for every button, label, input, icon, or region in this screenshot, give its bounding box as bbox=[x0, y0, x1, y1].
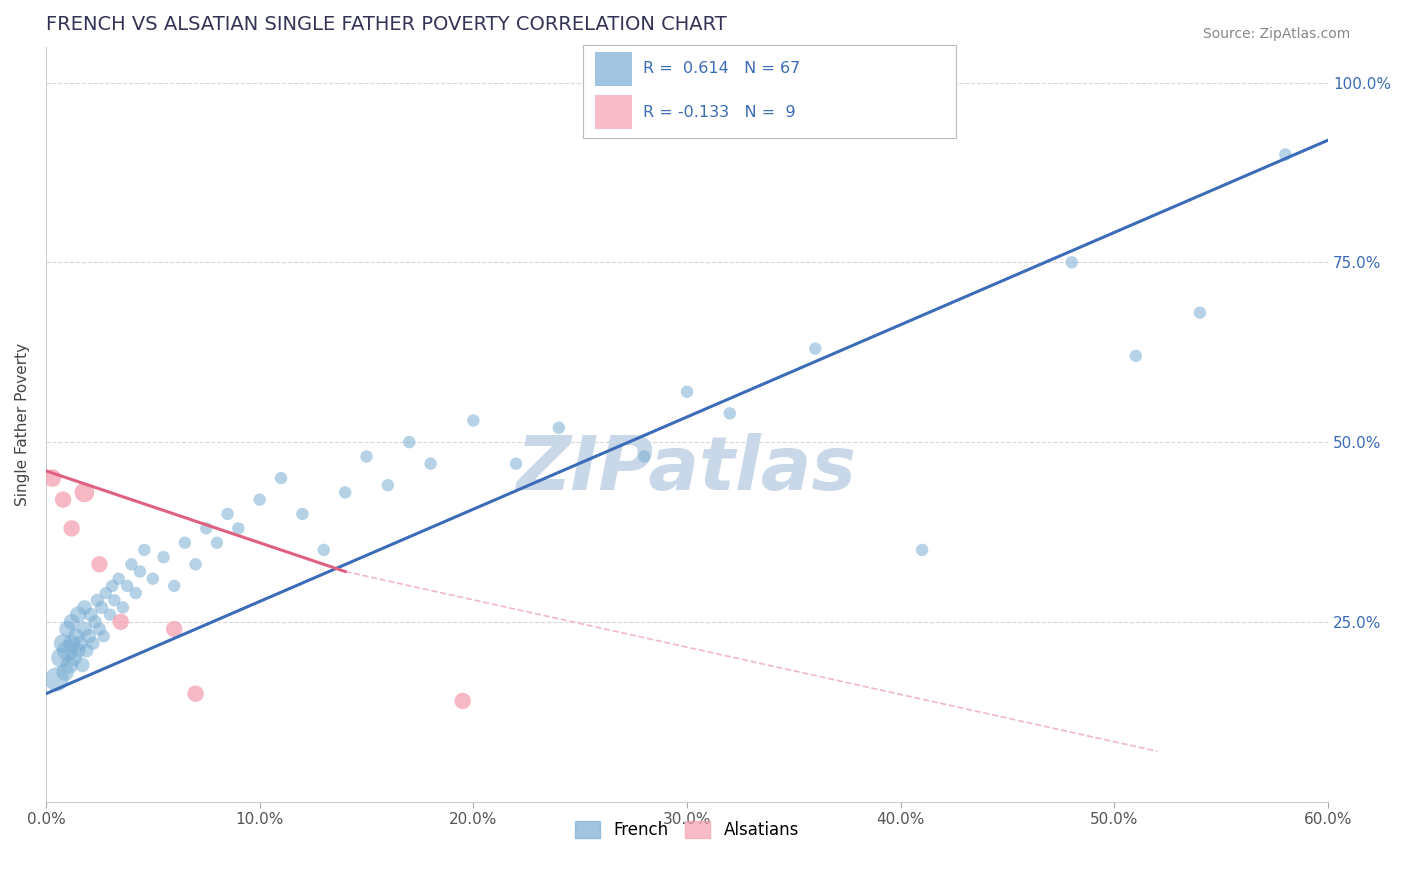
Point bbox=[93, 629, 115, 643]
Point bbox=[226, 521, 249, 535]
Point bbox=[804, 342, 827, 356]
Point bbox=[184, 558, 207, 572]
Point bbox=[98, 607, 121, 622]
Point bbox=[86, 593, 108, 607]
Point bbox=[60, 636, 83, 650]
Point bbox=[49, 650, 72, 665]
Point bbox=[73, 485, 96, 500]
Point bbox=[291, 507, 314, 521]
Point bbox=[53, 665, 76, 680]
Point bbox=[56, 643, 79, 657]
Point bbox=[217, 507, 239, 521]
Point bbox=[103, 593, 125, 607]
Point bbox=[249, 492, 271, 507]
Point bbox=[1274, 147, 1296, 161]
Point bbox=[163, 622, 186, 636]
Point bbox=[1125, 349, 1147, 363]
Point bbox=[110, 615, 132, 629]
Point bbox=[89, 622, 111, 636]
Point bbox=[52, 492, 75, 507]
Point bbox=[107, 572, 129, 586]
Point bbox=[69, 636, 91, 650]
Point bbox=[1188, 306, 1211, 320]
Point bbox=[463, 413, 485, 427]
Point bbox=[65, 629, 87, 643]
Point bbox=[312, 543, 335, 558]
Point bbox=[419, 457, 441, 471]
Point bbox=[120, 558, 142, 572]
Point bbox=[505, 457, 527, 471]
Point bbox=[676, 384, 699, 399]
Point bbox=[333, 485, 356, 500]
Text: R = -0.133   N =  9: R = -0.133 N = 9 bbox=[643, 104, 796, 120]
Point bbox=[547, 421, 569, 435]
Text: R =  0.614   N = 67: R = 0.614 N = 67 bbox=[643, 62, 800, 77]
Point bbox=[911, 543, 934, 558]
Point bbox=[134, 543, 156, 558]
Point bbox=[270, 471, 292, 485]
Point bbox=[41, 471, 63, 485]
Point bbox=[76, 643, 98, 657]
Point bbox=[89, 558, 111, 572]
Point bbox=[633, 450, 655, 464]
Point bbox=[45, 673, 67, 687]
Point bbox=[173, 535, 195, 549]
Y-axis label: Single Father Poverty: Single Father Poverty bbox=[15, 343, 30, 506]
Point bbox=[56, 622, 79, 636]
Point bbox=[125, 586, 148, 600]
Point bbox=[101, 579, 124, 593]
Bar bbox=[595, 95, 631, 129]
Point bbox=[72, 657, 94, 672]
Point bbox=[142, 572, 165, 586]
Point bbox=[205, 535, 228, 549]
Point bbox=[60, 615, 83, 629]
Point bbox=[84, 615, 107, 629]
Point bbox=[377, 478, 399, 492]
Point bbox=[66, 607, 89, 622]
Point bbox=[163, 579, 186, 593]
Legend: French, Alsatians: French, Alsatians bbox=[568, 814, 806, 847]
Text: Source: ZipAtlas.com: Source: ZipAtlas.com bbox=[1202, 27, 1350, 41]
Point bbox=[82, 636, 104, 650]
Point bbox=[1060, 255, 1083, 269]
Point bbox=[58, 657, 80, 672]
Text: FRENCH VS ALSATIAN SINGLE FATHER POVERTY CORRELATION CHART: FRENCH VS ALSATIAN SINGLE FATHER POVERTY… bbox=[46, 15, 727, 34]
Point bbox=[111, 600, 134, 615]
Point bbox=[77, 629, 100, 643]
Point bbox=[90, 600, 112, 615]
Point bbox=[451, 694, 474, 708]
Point bbox=[62, 650, 84, 665]
Point bbox=[94, 586, 117, 600]
Point bbox=[66, 643, 89, 657]
Point bbox=[356, 450, 378, 464]
Point bbox=[184, 687, 207, 701]
Text: ZIPatlas: ZIPatlas bbox=[517, 433, 858, 506]
Bar bbox=[595, 52, 631, 86]
Point bbox=[73, 622, 96, 636]
Point bbox=[398, 435, 420, 450]
Point bbox=[152, 550, 174, 565]
Point bbox=[73, 600, 96, 615]
Point bbox=[52, 636, 75, 650]
Point bbox=[195, 521, 218, 535]
Point bbox=[60, 521, 83, 535]
Point bbox=[718, 406, 741, 420]
Point bbox=[80, 607, 103, 622]
Point bbox=[129, 565, 152, 579]
Point bbox=[115, 579, 138, 593]
